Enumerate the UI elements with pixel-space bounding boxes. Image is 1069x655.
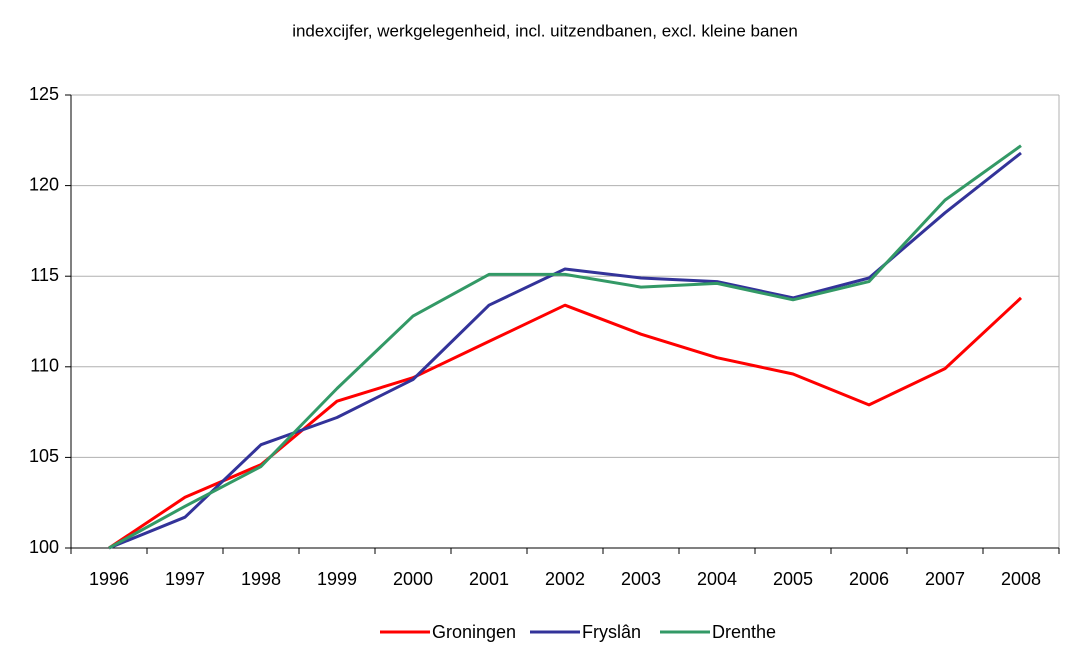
y-tick-label: 120 — [29, 174, 59, 194]
legend-label: Fryslân — [582, 622, 641, 642]
series-line — [108, 144, 1022, 550]
y-tick-label: 105 — [29, 446, 59, 466]
legend-label: Drenthe — [712, 622, 776, 642]
x-tick-label: 2008 — [1001, 569, 1041, 589]
legend-label: Groningen — [432, 622, 516, 642]
x-tick-label: 1999 — [317, 569, 357, 589]
chart-title: indexcijfer, werkgelegenheid, incl. uitz… — [292, 21, 798, 40]
series-line — [108, 151, 1022, 550]
x-tick-label: 1996 — [89, 569, 129, 589]
x-tick-label: 2000 — [393, 569, 433, 589]
x-tick-label: 1998 — [241, 569, 281, 589]
y-tick-label: 115 — [30, 265, 59, 285]
y-tick-label: 125 — [29, 84, 59, 104]
x-tick-label: 2007 — [925, 569, 965, 589]
x-tick-label: 2004 — [697, 569, 737, 589]
series-line — [108, 296, 1023, 550]
x-tick-label: 2003 — [621, 569, 661, 589]
x-tick-label: 2002 — [545, 569, 585, 589]
x-tick-label: 2005 — [773, 569, 813, 589]
y-tick-label: 110 — [30, 356, 59, 376]
y-tick-label: 100 — [29, 537, 59, 557]
x-tick-label: 1997 — [165, 569, 205, 589]
x-tick-label: 2006 — [849, 569, 889, 589]
x-tick-label: 2001 — [469, 569, 509, 589]
